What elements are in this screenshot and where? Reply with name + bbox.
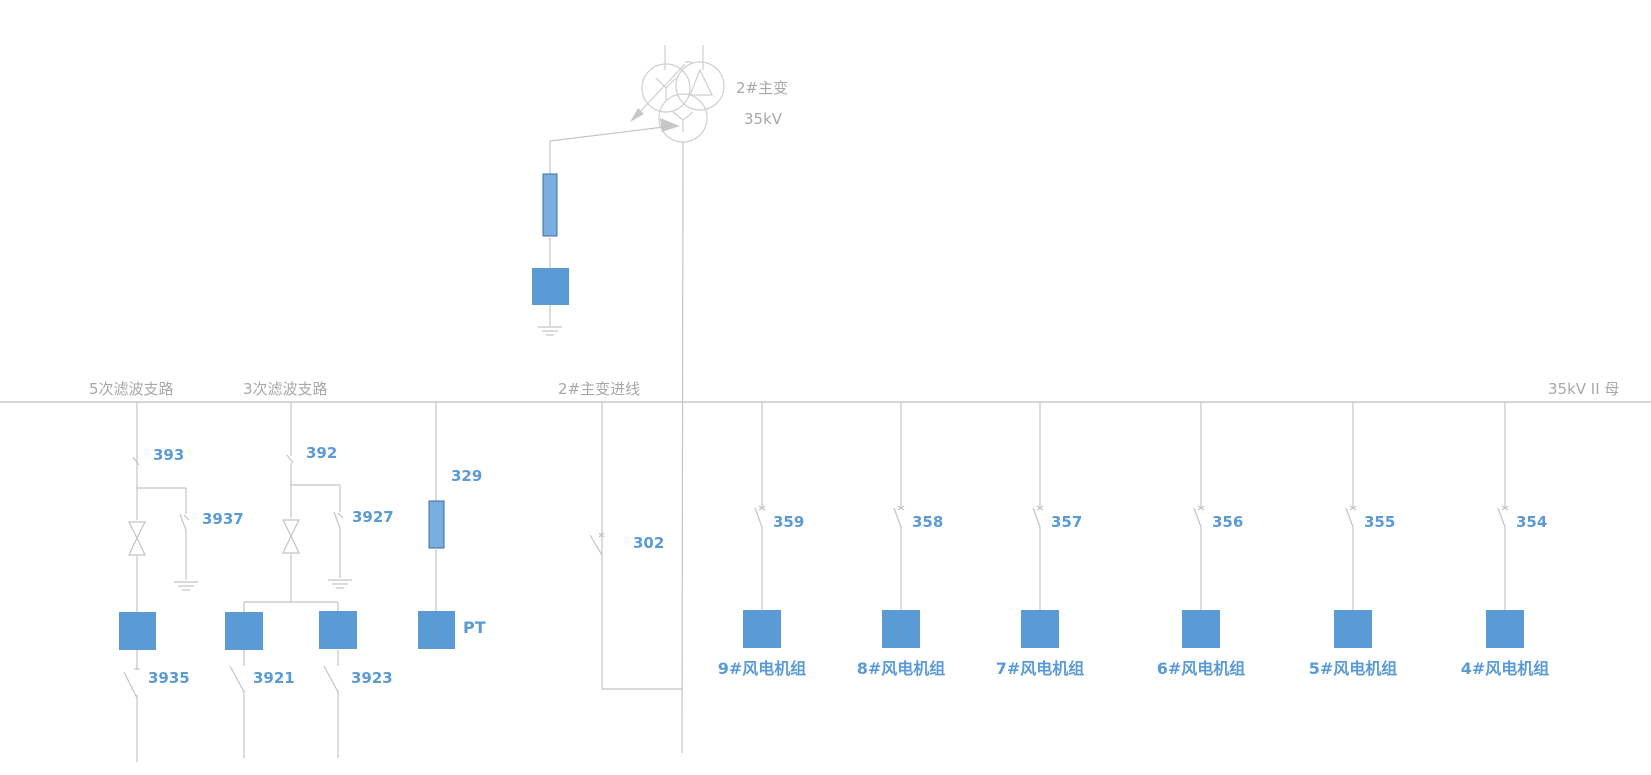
- feeder-name-label: 9#风电机组: [718, 659, 807, 678]
- switch-359-icon[interactable]: [754, 505, 766, 528]
- switch-359-label: 359: [773, 513, 804, 531]
- filter5-branch: [136, 402, 187, 762]
- feeder-name-label: 7#风电机组: [996, 659, 1085, 678]
- feeder-breaker-block[interactable]: [1486, 610, 1524, 648]
- switch-3935-icon[interactable]: [123, 668, 140, 699]
- busbar-label: 35kV II 母: [1548, 380, 1619, 398]
- feeder-name-label: 5#风电机组: [1309, 659, 1398, 678]
- feeder-359: 359 9#风电机组: [718, 402, 807, 678]
- transformer-voltage: 35kV: [744, 110, 783, 128]
- switch-3923-label: 3923: [351, 669, 393, 687]
- filter3-branch: [243, 402, 341, 758]
- switch-3921-label: 3921: [253, 669, 295, 687]
- switch-393-icon[interactable]: [132, 456, 140, 466]
- neutral-arrow-icon: [660, 118, 680, 132]
- switch-392-label: 392: [306, 444, 337, 462]
- neutral-resistor[interactable]: [542, 173, 558, 237]
- switch-302-icon[interactable]: [589, 532, 605, 556]
- switch-3927-icon[interactable]: [333, 511, 341, 578]
- switch-3923-icon[interactable]: [323, 665, 339, 693]
- fuse-329[interactable]: [428, 500, 445, 549]
- switch-355-label: 355: [1364, 513, 1395, 531]
- pt-block[interactable]: [418, 611, 455, 649]
- branch-label-incoming: 2#主变进线: [558, 380, 640, 398]
- filter5-breaker-block[interactable]: [119, 612, 156, 650]
- feeder-breaker-block[interactable]: [1182, 610, 1220, 648]
- switch-358-icon[interactable]: [893, 505, 905, 528]
- ground-3937-icon: [174, 581, 198, 591]
- ground-3927-icon: [328, 579, 352, 589]
- pt-label: PT: [463, 618, 486, 637]
- feeder-breaker-block[interactable]: [882, 610, 920, 648]
- feeder-name-label: 4#风电机组: [1461, 659, 1550, 678]
- feeder-355: 355 5#风电机组: [1309, 402, 1398, 678]
- switch-392-icon[interactable]: [286, 454, 294, 464]
- switch-3921-icon[interactable]: [229, 665, 245, 693]
- feeder-358: 358 8#风电机组: [857, 402, 946, 678]
- filter3-breaker-block-right[interactable]: [319, 611, 357, 649]
- neutral-device-block[interactable]: [532, 268, 569, 305]
- switch-354-icon[interactable]: [1497, 505, 1509, 528]
- branch-label-filter5: 5次滤波支路: [89, 380, 174, 398]
- filter3-breaker-block-left[interactable]: [225, 612, 263, 650]
- incoming-branch: [601, 402, 682, 690]
- switch-357-label: 357: [1051, 513, 1082, 531]
- transformer-name: 2#主变: [736, 79, 788, 97]
- switch-3937-label: 3937: [202, 510, 244, 528]
- switch-3937-icon[interactable]: [179, 513, 187, 580]
- switch-393-label: 393: [153, 446, 184, 464]
- feeder-name-label: 6#风电机组: [1157, 659, 1246, 678]
- feeder-breaker-block[interactable]: [1021, 610, 1059, 648]
- switch-354-label: 354: [1516, 513, 1547, 531]
- filter3-reactor-icon[interactable]: [282, 519, 300, 554]
- switch-3935-label: 3935: [148, 669, 190, 687]
- feeder-breaker-block[interactable]: [743, 610, 781, 648]
- switch-357-icon[interactable]: [1032, 505, 1044, 528]
- switch-302-label: 302: [633, 534, 664, 552]
- switch-356-icon[interactable]: [1193, 505, 1205, 528]
- switch-3927-label: 3927: [352, 508, 394, 526]
- filter5-reactor-icon[interactable]: [128, 521, 146, 556]
- switch-356-label: 356: [1212, 513, 1243, 531]
- feeder-356: 356 6#风电机组: [1157, 402, 1246, 678]
- feeder-breaker-block[interactable]: [1334, 610, 1372, 648]
- neutral-line: [549, 125, 673, 142]
- feeder-name-label: 8#风电机组: [857, 659, 946, 678]
- switch-355-icon[interactable]: [1345, 505, 1357, 528]
- neutral-ground-icon: [538, 326, 562, 336]
- feeder-357: 357 7#风电机组: [996, 402, 1085, 678]
- feeder-group: 359 9#风电机组 358 8#风电机组 357 7#风电机组 356 6#风电机组 355 5…: [718, 402, 1550, 678]
- main-transformer-symbol[interactable]: [630, 45, 725, 143]
- transformer-lv-lead: [681, 141, 684, 754]
- switch-358-label: 358: [912, 513, 943, 531]
- feeder-354: 354 4#风电机组: [1461, 402, 1550, 678]
- switch-329-label: 329: [451, 467, 482, 485]
- branch-label-filter3: 3次滤波支路: [243, 380, 328, 398]
